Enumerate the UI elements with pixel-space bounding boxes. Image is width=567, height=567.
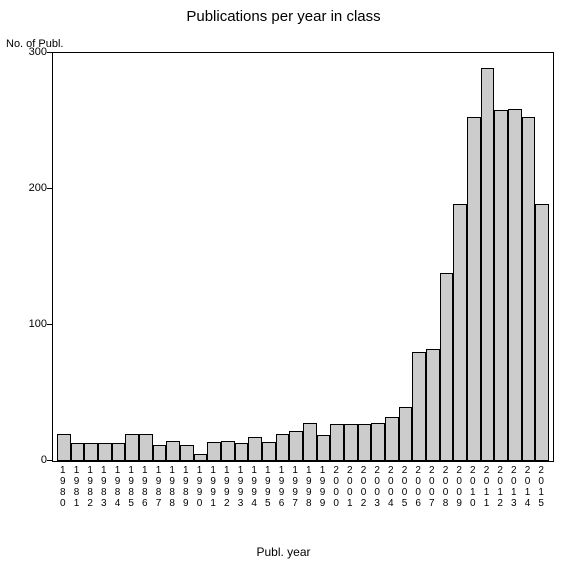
x-tick-label: 1989 bbox=[179, 465, 193, 509]
bar bbox=[98, 443, 112, 461]
x-tick-label: 2006 bbox=[411, 465, 425, 509]
bar bbox=[440, 273, 454, 461]
x-tick-label: 2011 bbox=[480, 465, 494, 509]
bar bbox=[535, 204, 549, 461]
bar bbox=[481, 68, 495, 461]
x-tick-label: 1984 bbox=[111, 465, 125, 509]
bar bbox=[194, 454, 208, 461]
x-tick-label: 1991 bbox=[206, 465, 220, 509]
x-tick-label: 1997 bbox=[288, 465, 302, 509]
x-tick-label: 2004 bbox=[384, 465, 398, 509]
x-tick-label: 1988 bbox=[165, 465, 179, 509]
x-tick-label: 1999 bbox=[316, 465, 330, 509]
bar bbox=[166, 441, 180, 461]
bar bbox=[344, 424, 358, 461]
bar bbox=[426, 349, 440, 461]
bar bbox=[180, 445, 194, 461]
x-tick-label: 1982 bbox=[83, 465, 97, 509]
bar bbox=[303, 423, 317, 461]
x-tick-label: 2000 bbox=[329, 465, 343, 509]
bar bbox=[412, 352, 426, 461]
x-tick-label: 2014 bbox=[521, 465, 535, 509]
x-tick-label: 2008 bbox=[439, 465, 453, 509]
plot-area bbox=[52, 52, 554, 462]
bar bbox=[221, 441, 235, 461]
bar bbox=[358, 424, 372, 461]
y-tick-label: 300 bbox=[29, 46, 47, 58]
x-tick-label: 1992 bbox=[220, 465, 234, 509]
bar bbox=[453, 204, 467, 461]
x-tick-label: 1981 bbox=[70, 465, 84, 509]
x-tick-label: 1993 bbox=[234, 465, 248, 509]
x-tick-label: 2012 bbox=[493, 465, 507, 509]
bar bbox=[467, 117, 481, 461]
x-tick-label: 2007 bbox=[425, 465, 439, 509]
bar bbox=[139, 434, 153, 461]
bar bbox=[153, 445, 167, 461]
bar bbox=[71, 443, 85, 461]
x-tick-label: 1983 bbox=[97, 465, 111, 509]
bar bbox=[57, 434, 71, 461]
x-axis-title: Publ. year bbox=[0, 545, 567, 559]
x-tick-label: 2013 bbox=[507, 465, 521, 509]
x-tick-label: 2015 bbox=[534, 465, 548, 509]
x-tick-label: 2005 bbox=[398, 465, 412, 509]
bar bbox=[125, 434, 139, 461]
bars-group bbox=[53, 53, 553, 461]
bar bbox=[289, 431, 303, 461]
x-tick-label: 2009 bbox=[452, 465, 466, 509]
bar bbox=[235, 443, 249, 461]
x-tick-label: 1994 bbox=[247, 465, 261, 509]
x-tick-label: 1996 bbox=[275, 465, 289, 509]
bar bbox=[276, 434, 290, 461]
y-tick-label: 100 bbox=[29, 318, 47, 330]
x-tick-label: 2001 bbox=[343, 465, 357, 509]
bar bbox=[522, 117, 536, 461]
x-tick-label: 1985 bbox=[124, 465, 138, 509]
bar bbox=[508, 109, 522, 461]
bar bbox=[262, 442, 276, 461]
bar bbox=[84, 443, 98, 461]
bar bbox=[207, 442, 221, 461]
bar bbox=[494, 110, 508, 461]
x-tick-label: 1980 bbox=[56, 465, 70, 509]
x-tick-label: 1986 bbox=[138, 465, 152, 509]
x-tick-label: 1990 bbox=[193, 465, 207, 509]
bar bbox=[317, 435, 331, 461]
x-tick-label: 1995 bbox=[261, 465, 275, 509]
x-tick-label: 2010 bbox=[466, 465, 480, 509]
x-tick-label: 1998 bbox=[302, 465, 316, 509]
x-tick-label: 1987 bbox=[152, 465, 166, 509]
x-tick-label: 2002 bbox=[357, 465, 371, 509]
bar bbox=[112, 443, 126, 461]
chart-container: Publications per year in class No. of Pu… bbox=[0, 0, 567, 567]
chart-title: Publications per year in class bbox=[0, 8, 567, 25]
x-tick-label: 2003 bbox=[370, 465, 384, 509]
bar bbox=[248, 437, 262, 461]
bar bbox=[330, 424, 344, 461]
y-tick-label: 200 bbox=[29, 182, 47, 194]
bar bbox=[399, 407, 413, 461]
bar bbox=[371, 423, 385, 461]
bar bbox=[385, 417, 399, 461]
